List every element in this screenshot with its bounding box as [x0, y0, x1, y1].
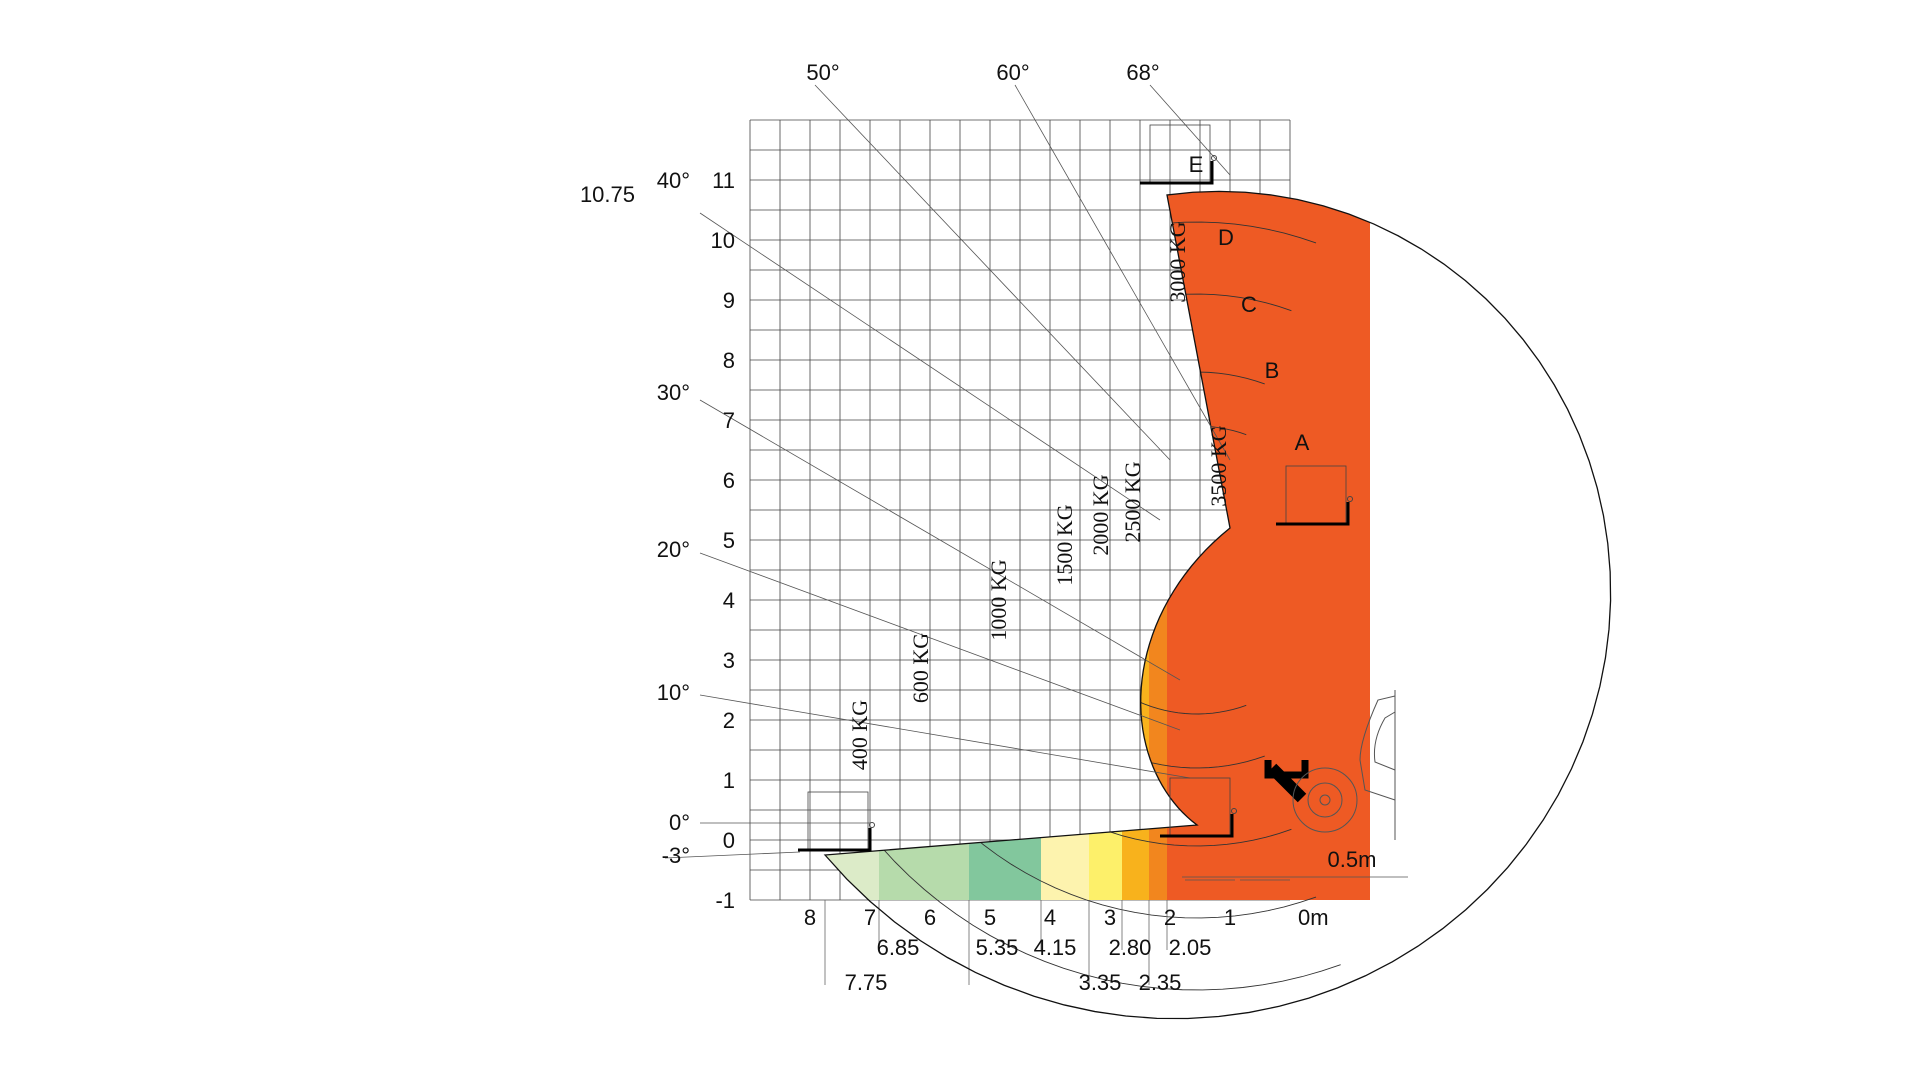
y-tick-label: 1 — [723, 768, 735, 793]
boom-angle-label: 68° — [1126, 60, 1159, 85]
y-tick-label: 7 — [723, 408, 735, 433]
x-tick-label: 2 — [1164, 905, 1176, 930]
boom-angle-label: 60° — [996, 60, 1029, 85]
fork — [798, 828, 872, 852]
cab-outline — [1359, 695, 1396, 801]
boom-angle-line — [1014, 84, 1231, 461]
load-zone-label: 3000 KG — [1165, 221, 1190, 302]
boom-angle-line — [1149, 84, 1231, 176]
y-tick-label: 0 — [723, 828, 735, 853]
x-tick-label: 6 — [924, 905, 936, 930]
radius-arc — [825, 191, 1341, 991]
fork-pin — [1231, 808, 1237, 814]
load-zone-label: 2500 KG — [1120, 461, 1145, 542]
wheel — [1292, 767, 1358, 833]
reach-dividers — [824, 900, 1168, 985]
reach-mark-label: 2.35 — [1139, 970, 1182, 995]
boom-angle-label: 0° — [669, 810, 690, 835]
boom-angle-line — [664, 851, 801, 859]
boom-angle-label: 10° — [657, 680, 690, 705]
envelope-outline — [823, 190, 1612, 1020]
boom-angle-line — [699, 694, 1191, 779]
boom-angle-label: -3° — [662, 843, 690, 868]
y-tick-label: 10 — [711, 228, 735, 253]
fork-pin — [1347, 496, 1353, 502]
scale-label: 0.5m — [1328, 847, 1377, 872]
reach-mark-label: 2.05 — [1169, 935, 1212, 960]
y-tick-label: 8 — [723, 348, 735, 373]
y-tick-label: 3 — [723, 648, 735, 673]
reach-mark-label: 7.75 — [845, 970, 888, 995]
machine-figure — [798, 124, 1408, 881]
y-tick-label: 4 — [723, 588, 735, 613]
boom-angle-label: 50° — [806, 60, 839, 85]
boom-arm — [1267, 763, 1307, 803]
boom-angle-line — [699, 212, 1161, 521]
extension-mark-label: B — [1265, 358, 1280, 383]
fork-pin — [1211, 155, 1217, 161]
reach-mark-label: 6.85 — [877, 935, 920, 960]
x-tick-label: 8 — [804, 905, 816, 930]
x-tick-label: 7 — [864, 905, 876, 930]
x-tick-label: 4 — [1044, 905, 1056, 930]
boom-angle-label: 30° — [657, 380, 690, 405]
envelope-path — [823, 190, 1612, 1020]
max-height-label: 10.75 — [580, 182, 635, 207]
boom-angle-label: 20° — [657, 537, 690, 562]
boom-angle-line — [699, 552, 1181, 731]
fork-pin — [869, 822, 875, 828]
load-zone-label: 2000 KG — [1088, 474, 1113, 555]
y-tick-label: 2 — [723, 708, 735, 733]
boom-angle-line — [814, 84, 1171, 461]
reach-mark-label: 4.15 — [1034, 935, 1077, 960]
reach-mark-label: 3.35 — [1079, 970, 1122, 995]
load-zone-label: 1500 KG — [1052, 504, 1077, 585]
extension-mark-label: D — [1218, 225, 1234, 250]
extension-mark-label: C — [1241, 292, 1257, 317]
reach-mark-label: 5.35 — [976, 935, 1019, 960]
load-zone-label: 400 KG — [847, 700, 872, 770]
y-tick-label: 11 — [712, 168, 735, 193]
load-zone-label: 600 KG — [908, 633, 933, 703]
fork — [1140, 161, 1214, 185]
y-tick-label: 9 — [723, 288, 735, 313]
x-unit-label: 0m — [1298, 905, 1329, 930]
labels: -1 0 1 2 3 4 5 6 7 8 9 10 11 8 7 6 5 4 3 2 1 0m 7.75 6.85 5.35 4.… — [580, 60, 1377, 995]
load-zone-label: 3500 KG — [1206, 425, 1231, 506]
x-tick-label: 5 — [984, 905, 996, 930]
wheel-hub — [1307, 782, 1343, 818]
fork — [1276, 502, 1350, 526]
y-tick-label: 6 — [723, 468, 735, 493]
pallet-box — [807, 791, 869, 851]
boom-angle-line — [699, 399, 1181, 681]
load-zone-label: 1000 KG — [986, 559, 1011, 640]
wheel-center — [1319, 794, 1331, 806]
extension-mark-label: E — [1189, 152, 1204, 177]
y-tick-label: 5 — [723, 528, 735, 553]
y-tick-label: -1 — [715, 888, 735, 913]
reach-mark-label: 2.80 — [1109, 935, 1152, 960]
cab-window — [1374, 711, 1396, 771]
boom-angle-label: 40° — [657, 168, 690, 193]
extension-mark-label: A — [1295, 430, 1310, 455]
fork — [1160, 814, 1234, 838]
boom-angle-lines — [664, 84, 1231, 859]
x-tick-label: 1 — [1224, 905, 1236, 930]
x-tick-label: 3 — [1104, 905, 1116, 930]
